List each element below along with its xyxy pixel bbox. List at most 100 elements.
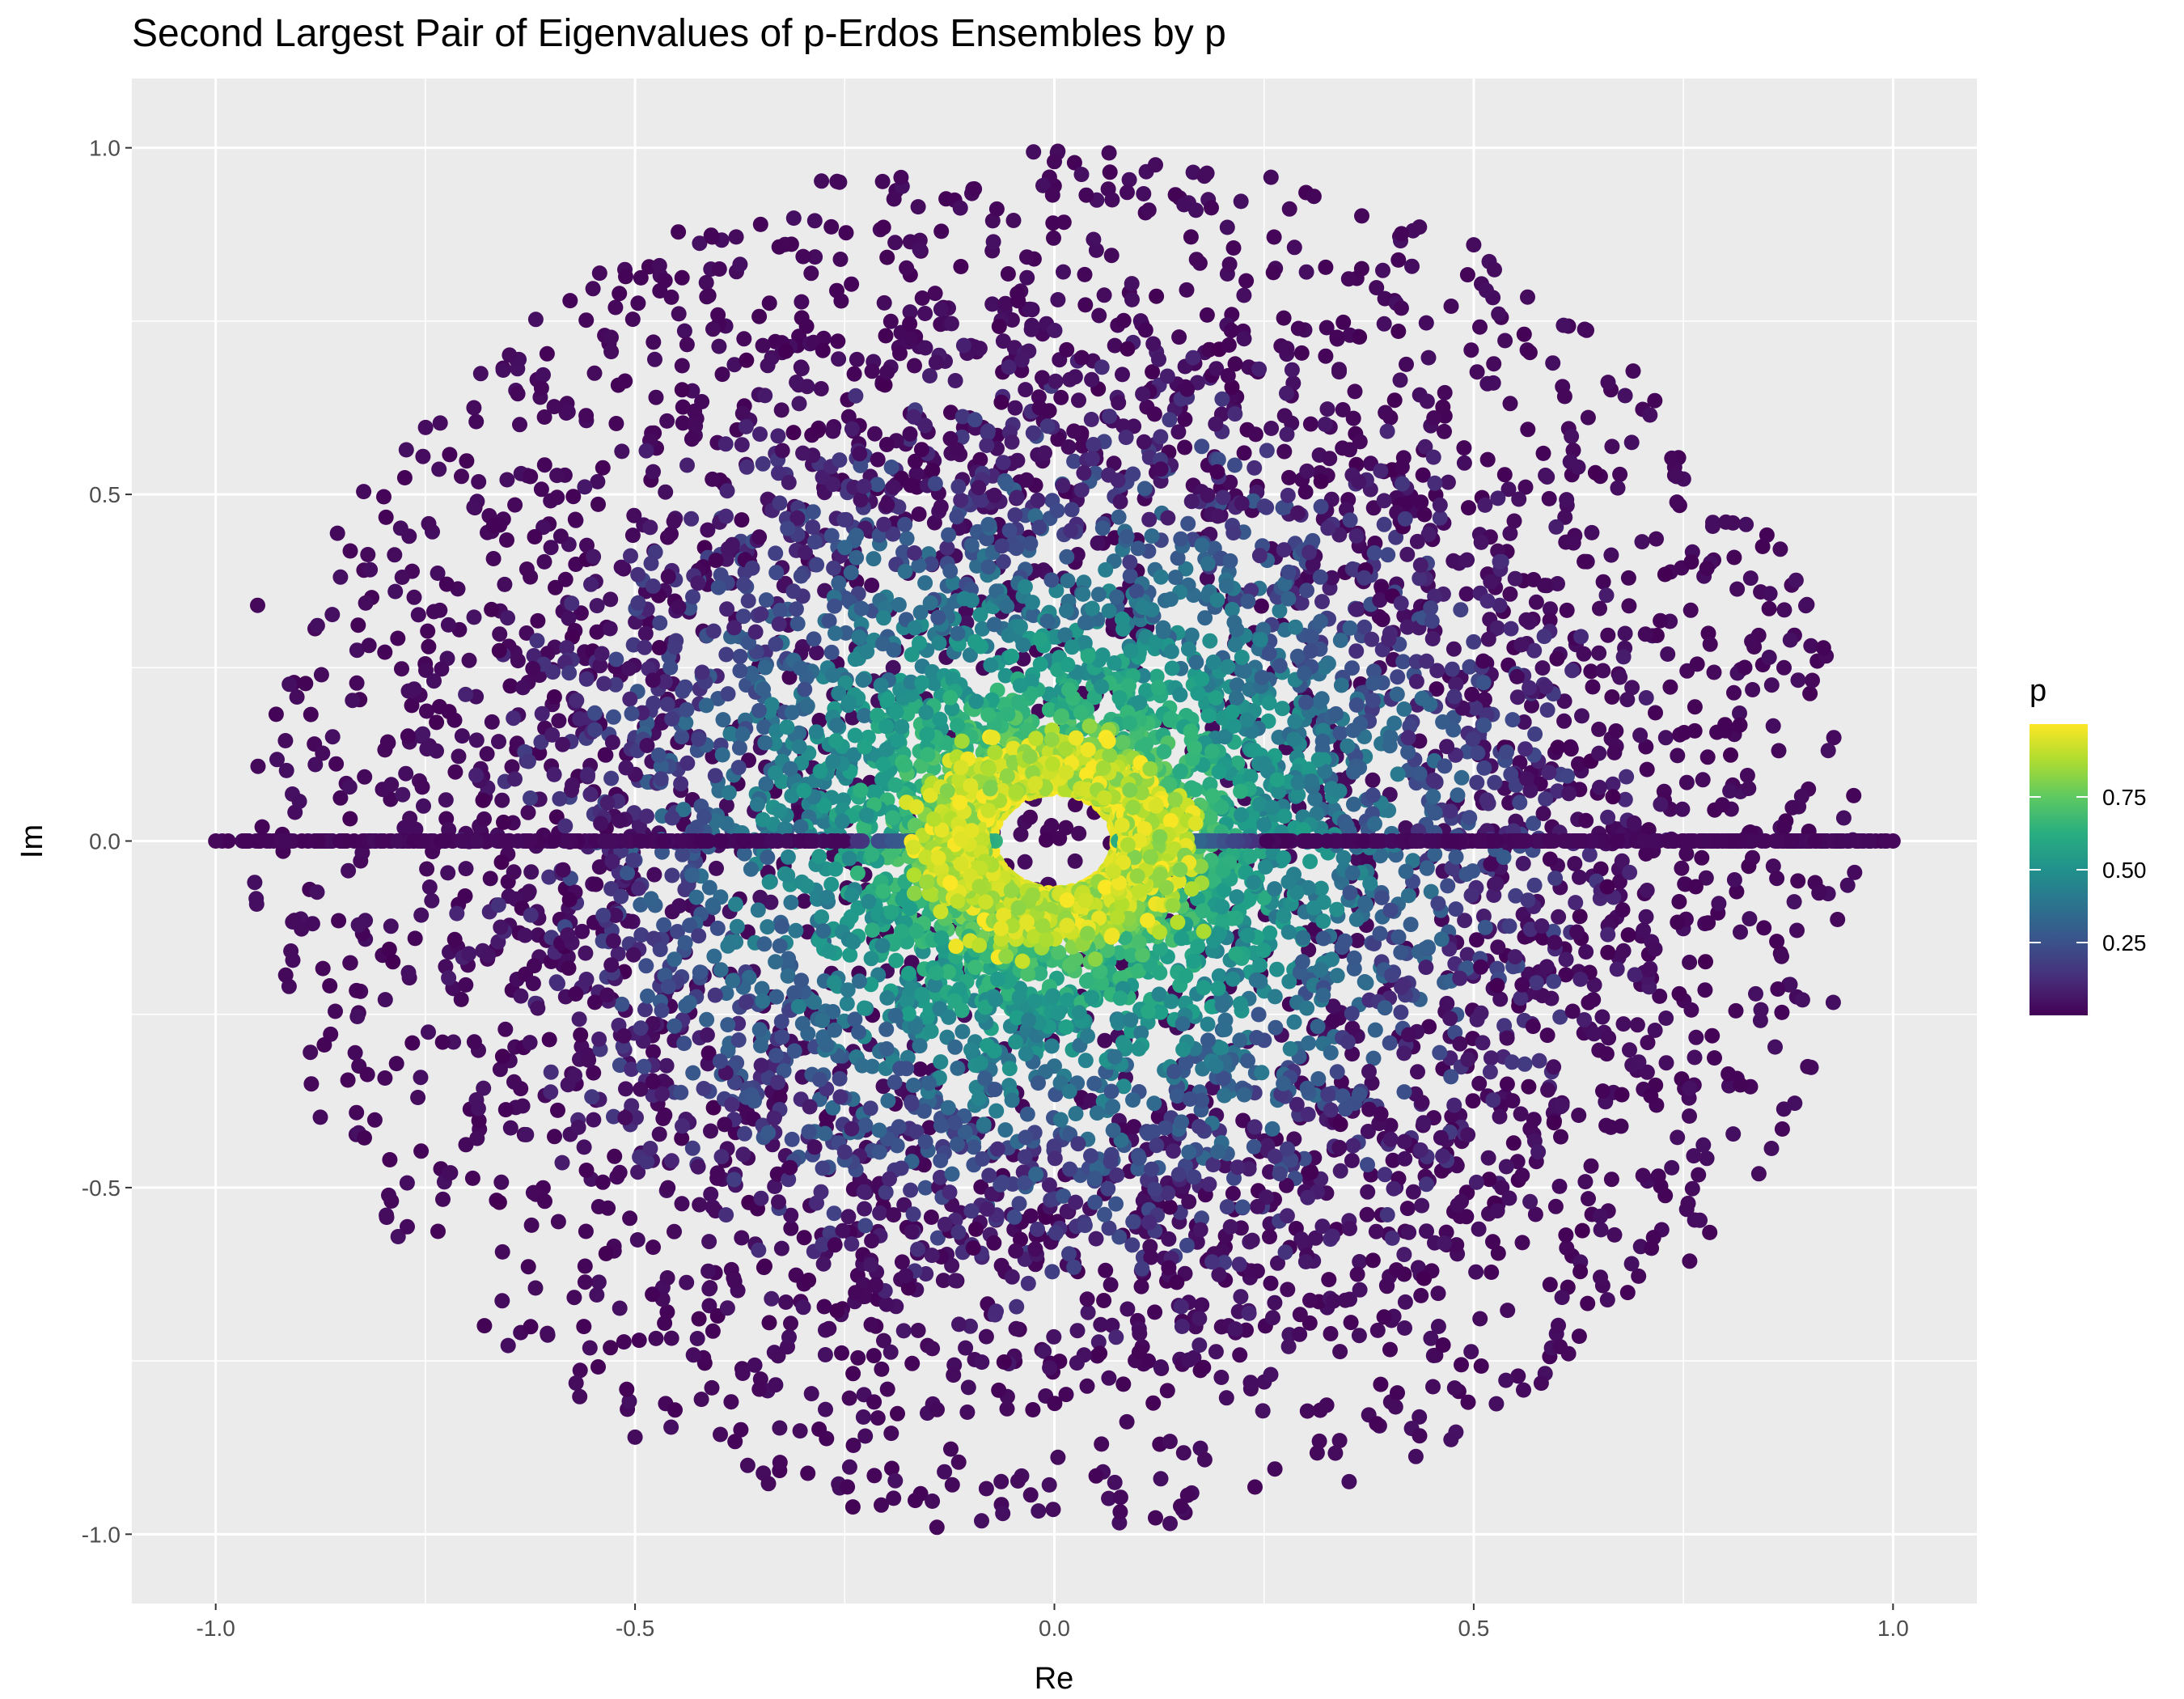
data-point	[1608, 723, 1624, 739]
data-point	[424, 892, 440, 909]
data-point	[576, 1139, 592, 1155]
data-point	[719, 601, 735, 617]
data-point	[1657, 730, 1674, 746]
data-point	[857, 1218, 874, 1234]
data-point	[466, 499, 482, 515]
data-point	[768, 1377, 784, 1393]
data-point	[1551, 909, 1567, 925]
data-point	[1149, 288, 1165, 304]
data-point	[517, 927, 533, 943]
data-point	[1026, 144, 1042, 160]
data-point	[561, 960, 577, 977]
data-point	[1699, 749, 1716, 765]
data-point	[1031, 1075, 1046, 1091]
data-point	[1217, 1158, 1233, 1174]
data-point	[1617, 388, 1633, 404]
data-point	[1101, 1490, 1117, 1506]
data-point	[1412, 219, 1428, 235]
data-point	[1815, 640, 1831, 656]
data-point	[1510, 1368, 1526, 1384]
data-point	[1293, 345, 1310, 361]
data-point	[1268, 1019, 1284, 1036]
data-point	[838, 625, 854, 641]
data-point	[1695, 1137, 1712, 1153]
data-point	[874, 1497, 889, 1513]
data-point	[674, 729, 690, 745]
data-point	[730, 1032, 747, 1048]
data-point	[893, 169, 909, 185]
data-point	[1726, 872, 1742, 888]
data-point	[1488, 1396, 1505, 1412]
data-point	[1459, 947, 1475, 963]
data-point	[499, 532, 514, 548]
data-point	[349, 675, 365, 691]
data-point	[1782, 977, 1798, 993]
data-point	[1130, 540, 1146, 557]
data-point	[309, 884, 325, 900]
data-point	[685, 589, 700, 605]
data-point	[1080, 1028, 1095, 1044]
data-point	[1105, 1122, 1121, 1138]
data-point	[388, 1056, 404, 1072]
data-point	[1595, 663, 1611, 679]
data-point	[1699, 1150, 1715, 1167]
data-point	[413, 1070, 429, 1086]
data-point	[908, 453, 923, 469]
data-point	[935, 1273, 951, 1289]
data-point	[704, 229, 720, 245]
data-point	[1598, 1117, 1615, 1133]
data-point	[1835, 810, 1852, 826]
data-point	[533, 481, 549, 498]
data-point	[671, 306, 687, 322]
data-point	[780, 968, 796, 984]
data-point	[1729, 581, 1746, 597]
data-point	[1400, 888, 1416, 904]
data-point	[1551, 1317, 1566, 1333]
data-point	[983, 657, 999, 673]
data-point	[645, 334, 662, 350]
data-point	[1803, 638, 1819, 654]
data-point	[903, 331, 919, 346]
data-point	[796, 893, 812, 909]
data-point	[1390, 1385, 1405, 1401]
data-point	[1718, 514, 1734, 530]
data-point	[1102, 164, 1118, 180]
data-point	[1213, 1319, 1230, 1335]
data-point	[1124, 276, 1140, 292]
data-point	[286, 913, 303, 929]
data-point	[565, 489, 582, 505]
data-point	[1112, 1489, 1128, 1506]
data-point	[1107, 1474, 1123, 1490]
data-point	[1811, 885, 1827, 901]
data-point	[1479, 282, 1494, 299]
data-point	[1290, 320, 1306, 337]
data-point	[1619, 1285, 1636, 1301]
data-point	[794, 294, 810, 310]
data-point	[497, 1102, 514, 1118]
data-point	[863, 1316, 879, 1333]
data-point	[864, 363, 880, 379]
data-point	[1516, 326, 1532, 342]
data-point	[586, 705, 603, 721]
data-point	[1109, 1167, 1125, 1183]
data-point	[1001, 523, 1018, 539]
data-point	[755, 455, 771, 472]
data-point	[578, 1163, 595, 1178]
data-point	[1774, 1004, 1790, 1020]
data-point	[1425, 1379, 1441, 1395]
data-point	[1148, 157, 1163, 173]
data-point	[421, 879, 438, 895]
data-point	[1345, 410, 1361, 426]
data-point	[461, 946, 477, 962]
data-point	[419, 861, 435, 877]
data-point	[584, 1089, 600, 1105]
data-point	[1298, 264, 1314, 280]
data-point	[1748, 985, 1763, 1002]
data-point	[879, 249, 895, 265]
data-point	[1623, 1256, 1640, 1272]
data-point	[663, 289, 679, 305]
data-point	[1572, 869, 1587, 885]
data-point	[1600, 627, 1616, 643]
data-point	[1365, 772, 1381, 788]
data-point	[1382, 1035, 1398, 1051]
